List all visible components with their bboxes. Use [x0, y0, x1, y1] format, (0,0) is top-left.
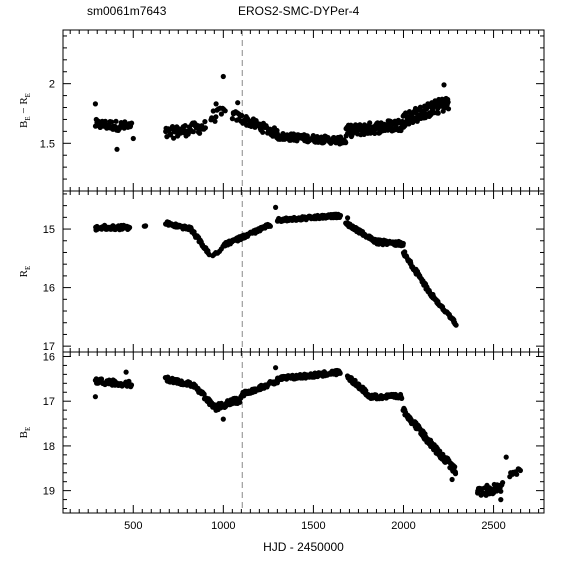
data-point: [406, 121, 412, 127]
data-point: [440, 108, 446, 114]
data-point: [337, 212, 344, 219]
data-point: [218, 111, 224, 117]
data-point: [445, 106, 452, 112]
data-point: [182, 123, 188, 129]
data-point: [367, 120, 373, 126]
xtick-label: 2500: [481, 520, 505, 532]
data-point: [437, 448, 443, 454]
data-point: [452, 464, 458, 470]
b-magnitude-ytick-label: 17: [43, 396, 55, 408]
data-point: [190, 129, 196, 135]
b-magnitude-frame: [62, 351, 545, 514]
data-point: [109, 119, 115, 125]
r-magnitude-ytick-label: 17: [43, 341, 55, 353]
data-point: [399, 395, 405, 401]
data-point: [273, 204, 279, 210]
data-point: [345, 215, 351, 221]
data-point: [130, 135, 136, 142]
data-point: [98, 376, 105, 382]
data-point: [267, 223, 273, 229]
data-point: [514, 471, 520, 477]
xtick-label: 500: [124, 520, 142, 532]
color-index-y-axis-label: BE − RE: [18, 93, 32, 128]
data-point: [239, 112, 245, 119]
data-point: [113, 118, 119, 124]
data-point: [343, 140, 349, 146]
data-point: [445, 99, 451, 105]
data-point: [441, 82, 447, 88]
color-index-ytick-label: 2: [49, 79, 55, 91]
data-point: [143, 223, 149, 229]
data-point: [92, 101, 98, 107]
data-point: [212, 118, 218, 124]
b-magnitude-ytick-label: 18: [43, 441, 55, 453]
r-magnitude-panel: 15 16 17 RE: [18, 190, 545, 353]
data-point: [229, 116, 235, 122]
b-magnitude-y-axis-label: BE: [18, 427, 32, 439]
data-point: [503, 454, 509, 460]
data-point: [129, 120, 135, 126]
x-axis-label: HJD - 2450000: [263, 540, 344, 554]
data-point: [92, 394, 98, 400]
data-point: [417, 104, 423, 110]
data-point: [372, 130, 378, 136]
color-index-ytick-label: 1.5: [40, 138, 55, 150]
chart-title: EROS2-SMC-DYPer-4: [238, 4, 360, 18]
color-index-panel: 1.5 2 BE − RE: [18, 29, 545, 192]
data-point: [273, 365, 279, 371]
data-point: [452, 471, 459, 477]
xtick-label: 2000: [391, 520, 415, 532]
data-point: [167, 132, 174, 138]
xtick-label: 1000: [211, 520, 235, 532]
data-point: [114, 146, 120, 152]
data-point: [209, 115, 215, 121]
data-point: [202, 119, 208, 125]
data-point: [220, 416, 226, 422]
r-magnitude-ytick-label: 16: [43, 283, 55, 295]
data-point: [171, 135, 177, 141]
r-magnitude-y-axis-label: RE: [18, 266, 32, 278]
data-point: [222, 108, 228, 114]
data-point: [235, 100, 241, 106]
data-point: [304, 133, 310, 139]
data-point: [260, 129, 266, 135]
data-point: [337, 370, 343, 376]
data-point: [127, 224, 133, 231]
b-magnitude-ytick-label: 19: [43, 486, 55, 498]
data-point: [213, 114, 219, 120]
data-point: [102, 118, 108, 124]
object-id-label: sm0061m7643: [87, 4, 167, 18]
data-point: [220, 73, 226, 80]
data-point: [500, 480, 506, 486]
data-point: [123, 369, 129, 375]
b-magnitude-panel: 16 17 18 19 500 1000 1500 2000 2500 HJD - 2450000…: [18, 351, 545, 554]
data-point: [128, 382, 135, 388]
data-point: [310, 133, 316, 139]
data-point: [449, 476, 455, 483]
b-magnitude-ytick-label: 16: [43, 351, 55, 363]
data-point: [435, 110, 441, 116]
xtick-label: 1500: [301, 520, 325, 532]
data-point: [517, 467, 524, 474]
data-point: [498, 488, 504, 494]
data-point: [213, 101, 219, 107]
data-point: [395, 117, 401, 123]
data-point: [400, 240, 406, 247]
data-point: [453, 322, 459, 328]
data-point: [237, 399, 243, 405]
r-magnitude-ytick-label: 15: [43, 224, 55, 236]
data-point: [202, 125, 208, 131]
data-point: [498, 497, 504, 503]
data-point: [197, 130, 203, 136]
color-index-frame: [62, 29, 545, 192]
